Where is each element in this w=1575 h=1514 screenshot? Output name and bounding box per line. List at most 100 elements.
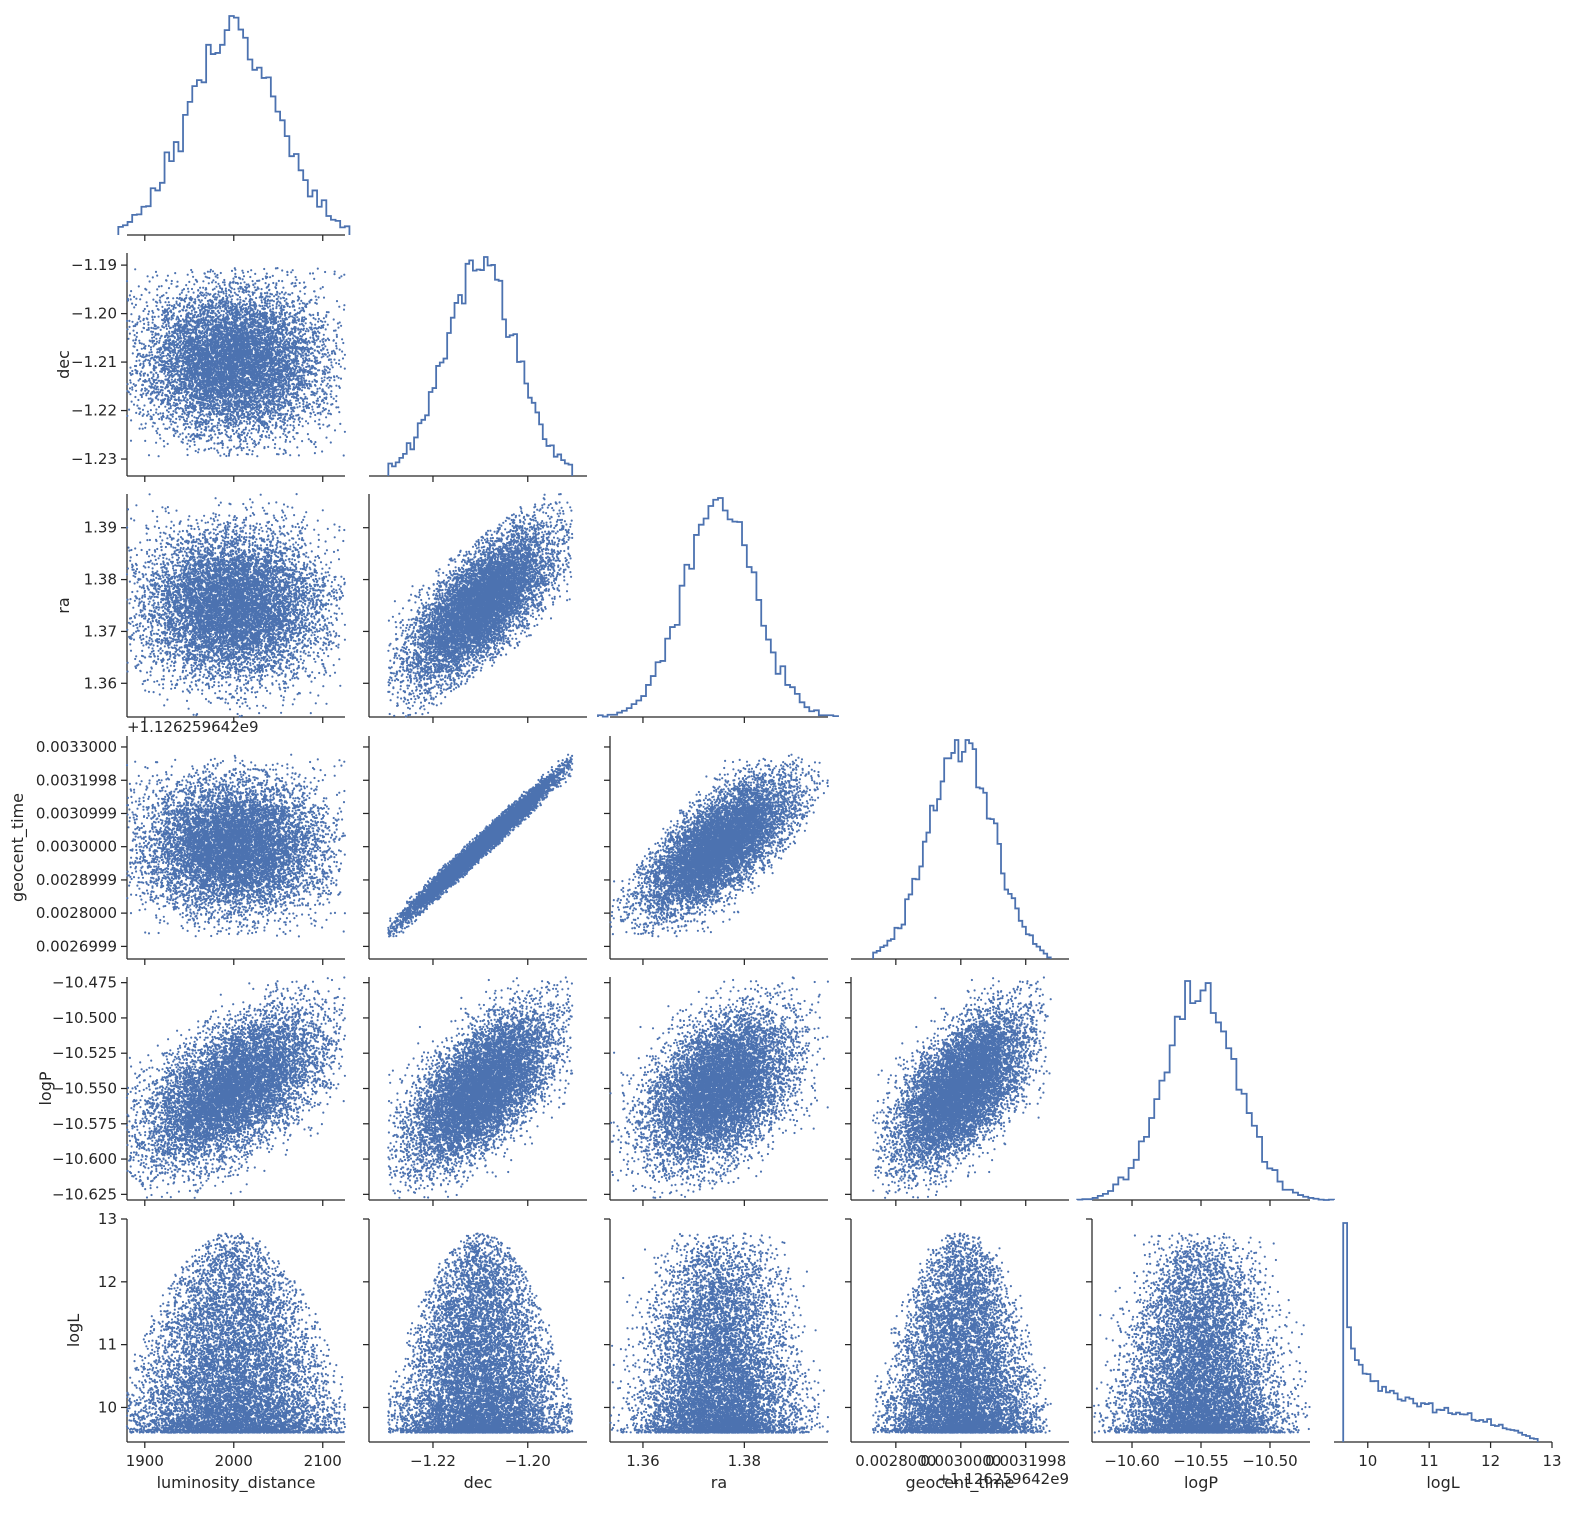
y-tick-label: 0.0030000 xyxy=(36,838,117,856)
hist-ra-axes xyxy=(610,716,828,723)
scatter-ra-vs-luminosity_distance-points xyxy=(125,493,347,718)
x-tick-label: 10 xyxy=(1358,1452,1377,1470)
scatter-logP-vs-luminosity_distance-marks xyxy=(125,976,347,1199)
scatter-geocent_time-vs-luminosity_distance-points xyxy=(125,753,347,938)
scatter-ra-vs-dec-marks xyxy=(387,493,574,718)
scatter-logP-vs-dec-axes xyxy=(363,977,587,1206)
y-tick-label: 0.0031998 xyxy=(36,771,117,789)
hist-luminosity_distance-axes xyxy=(127,234,345,241)
y-axis-label-dec: dec xyxy=(54,350,73,379)
scatter-logL-vs-logP-points xyxy=(1092,1232,1311,1434)
scatter-logP-vs-ra-points xyxy=(609,976,829,1199)
y-tick-label: 0.0028999 xyxy=(36,871,117,889)
scatter-logL-vs-dec-axes: −1.22 −1.20 xyxy=(363,1218,587,1470)
y-axis-label-geocent_time: geocent_time xyxy=(8,793,28,902)
scatter-geocent_time-vs-ra-points xyxy=(609,753,829,938)
scatter-logP-vs-geocent_time-marks xyxy=(872,976,1052,1199)
y-tick-label: 0.0033000 xyxy=(36,738,117,756)
x-tick-label: 2100 xyxy=(304,1452,342,1470)
scatter-geocent_time-vs-luminosity_distance-axes: 0.0026999 0.0028000 0.0028999 0.0030000 0.00… xyxy=(36,736,345,965)
scatter-logP-vs-ra-marks xyxy=(609,976,829,1199)
y-axis-label-logP: logP xyxy=(36,1071,55,1105)
x-tick-label: 0.0030000 xyxy=(920,1452,1001,1470)
scatter-logL-vs-ra-marks xyxy=(609,1232,829,1434)
scatter-geocent_time-vs-ra-marks xyxy=(609,753,829,938)
scatter-logP-vs-dec-points xyxy=(387,976,574,1199)
scatter-logL-vs-luminosity_distance-axes: 1900 2000 2100 10 11 12 13 xyxy=(98,1210,345,1470)
scatter-logL-vs-dec-points xyxy=(387,1232,574,1434)
y-tick-label: 11 xyxy=(98,1336,117,1354)
y-tick-label: −10.575 xyxy=(52,1115,117,1133)
x-tick-label: 0.0028000 xyxy=(855,1452,936,1470)
hist-logP-step xyxy=(1076,980,1335,1201)
y-axis-label-logL: logL xyxy=(64,1314,83,1347)
x-tick-label: −10.55 xyxy=(1173,1452,1229,1470)
scatter-logL-vs-luminosity_distance-marks xyxy=(125,1232,347,1434)
x-tick-label: −10.60 xyxy=(1104,1452,1160,1470)
y-tick-label: 1.39 xyxy=(84,519,117,537)
x-axis-label-logP: logP xyxy=(1184,1473,1218,1492)
scatter-logL-vs-geocent_time-points xyxy=(872,1232,1052,1434)
scatter-dec-vs-luminosity_distance-points xyxy=(125,267,347,458)
x-tick-label: 2000 xyxy=(215,1452,253,1470)
y-tick-label: −1.20 xyxy=(71,305,117,323)
x-axis-label-logL: logL xyxy=(1426,1473,1459,1492)
y-tick-label: −1.21 xyxy=(71,353,117,371)
scatter-ra-vs-luminosity_distance-axes: 1.36 1.37 1.38 1.39 xyxy=(84,494,345,723)
scatter-dec-vs-luminosity_distance-axes: −1.23 −1.22 −1.21 −1.20 −1.19 xyxy=(71,253,345,482)
y-tick-label: −10.475 xyxy=(52,974,117,992)
x-axis-label-dec: dec xyxy=(464,1473,493,1492)
y-tick-label: −1.22 xyxy=(71,402,117,420)
hist-logP-axes xyxy=(1092,1199,1310,1206)
x-tick-label: 12 xyxy=(1481,1452,1500,1470)
y-tick-label: 10 xyxy=(98,1398,117,1416)
scatter-logL-vs-dec-marks xyxy=(387,1232,574,1434)
x-tick-label: 1900 xyxy=(126,1452,164,1470)
y-tick-label: −1.23 xyxy=(71,450,117,468)
hist-logL-axes: 10 11 12 13 xyxy=(1334,1441,1562,1470)
x-tick-label: 1.36 xyxy=(626,1452,659,1470)
x-offset-text: +1.126259642e9 xyxy=(937,1470,1069,1488)
hist-logL-step xyxy=(1342,1222,1539,1442)
scatter-logL-vs-ra-points xyxy=(609,1232,829,1434)
scatter-logP-vs-geocent_time-points xyxy=(872,976,1052,1199)
scatter-logL-vs-geocent_time-marks xyxy=(872,1232,1052,1434)
x-tick-label: −1.22 xyxy=(410,1452,456,1470)
y-tick-label: −10.500 xyxy=(52,1009,117,1027)
y-tick-label: 0.0030999 xyxy=(36,804,117,822)
scatter-logP-vs-ra-axes xyxy=(604,977,828,1206)
x-tick-label: 13 xyxy=(1542,1452,1561,1470)
x-tick-label: 11 xyxy=(1420,1452,1439,1470)
scatter-geocent_time-vs-dec-points xyxy=(387,753,574,938)
y-tick-label: 1.36 xyxy=(84,674,117,692)
x-tick-label: 0.0031998 xyxy=(985,1452,1066,1470)
hist-dec-axes xyxy=(369,475,587,482)
x-tick-label: −10.50 xyxy=(1242,1452,1298,1470)
y-tick-label: −10.550 xyxy=(52,1080,117,1098)
y-tick-label: 13 xyxy=(98,1210,117,1228)
y-tick-label: 1.38 xyxy=(84,571,117,589)
scatter-logL-vs-logP-marks xyxy=(1092,1232,1311,1434)
scatter-ra-vs-luminosity_distance-marks xyxy=(125,493,347,718)
x-axis-label-ra: ra xyxy=(711,1473,727,1492)
scatter-geocent_time-vs-dec-marks xyxy=(387,753,574,938)
y-tick-label: −10.600 xyxy=(52,1150,117,1168)
scatter-dec-vs-luminosity_distance-marks xyxy=(125,267,347,458)
hist-ra-step xyxy=(597,497,839,718)
y-axis-label-ra: ra xyxy=(54,597,73,613)
scatter-ra-vs-dec-points xyxy=(387,493,574,718)
scatter-logL-vs-logP-axes: −10.60 −10.55 −10.50 xyxy=(1086,1218,1310,1470)
x-tick-label: 1.38 xyxy=(728,1452,761,1470)
hist-dec-step xyxy=(387,256,574,476)
scatter-logP-vs-dec-marks xyxy=(387,976,574,1199)
y-tick-label: −1.19 xyxy=(71,256,117,274)
y-tick-label: −10.525 xyxy=(52,1044,117,1062)
scatter-logL-vs-luminosity_distance-points xyxy=(125,1232,347,1434)
scatter-logP-vs-luminosity_distance-points xyxy=(125,976,347,1199)
scatter-logP-vs-geocent_time-axes xyxy=(845,977,1069,1206)
y-offset-text: +1.126259642e9 xyxy=(127,718,259,736)
y-tick-label: 1.37 xyxy=(84,622,117,640)
scatter-logP-vs-luminosity_distance-axes: −10.625 −10.600 −10.575 −10.550 −10.525 −10.5… xyxy=(52,974,345,1206)
